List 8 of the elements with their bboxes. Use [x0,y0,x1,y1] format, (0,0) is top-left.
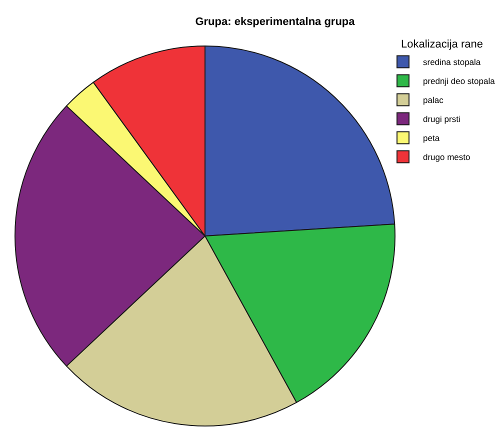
legend-label: drugo mesto [423,152,471,162]
legend-label: sredina stopala [423,57,481,68]
chart-title: Grupa: eksperimentalna grupa [195,16,356,28]
legend-label: prednji deo stopala [423,76,496,86]
legend-title: Lokalizacija rane [401,38,483,50]
legend-label: drugi prsti [423,114,460,124]
legend-label: peta [423,133,440,144]
legend-label: palac [423,95,444,106]
